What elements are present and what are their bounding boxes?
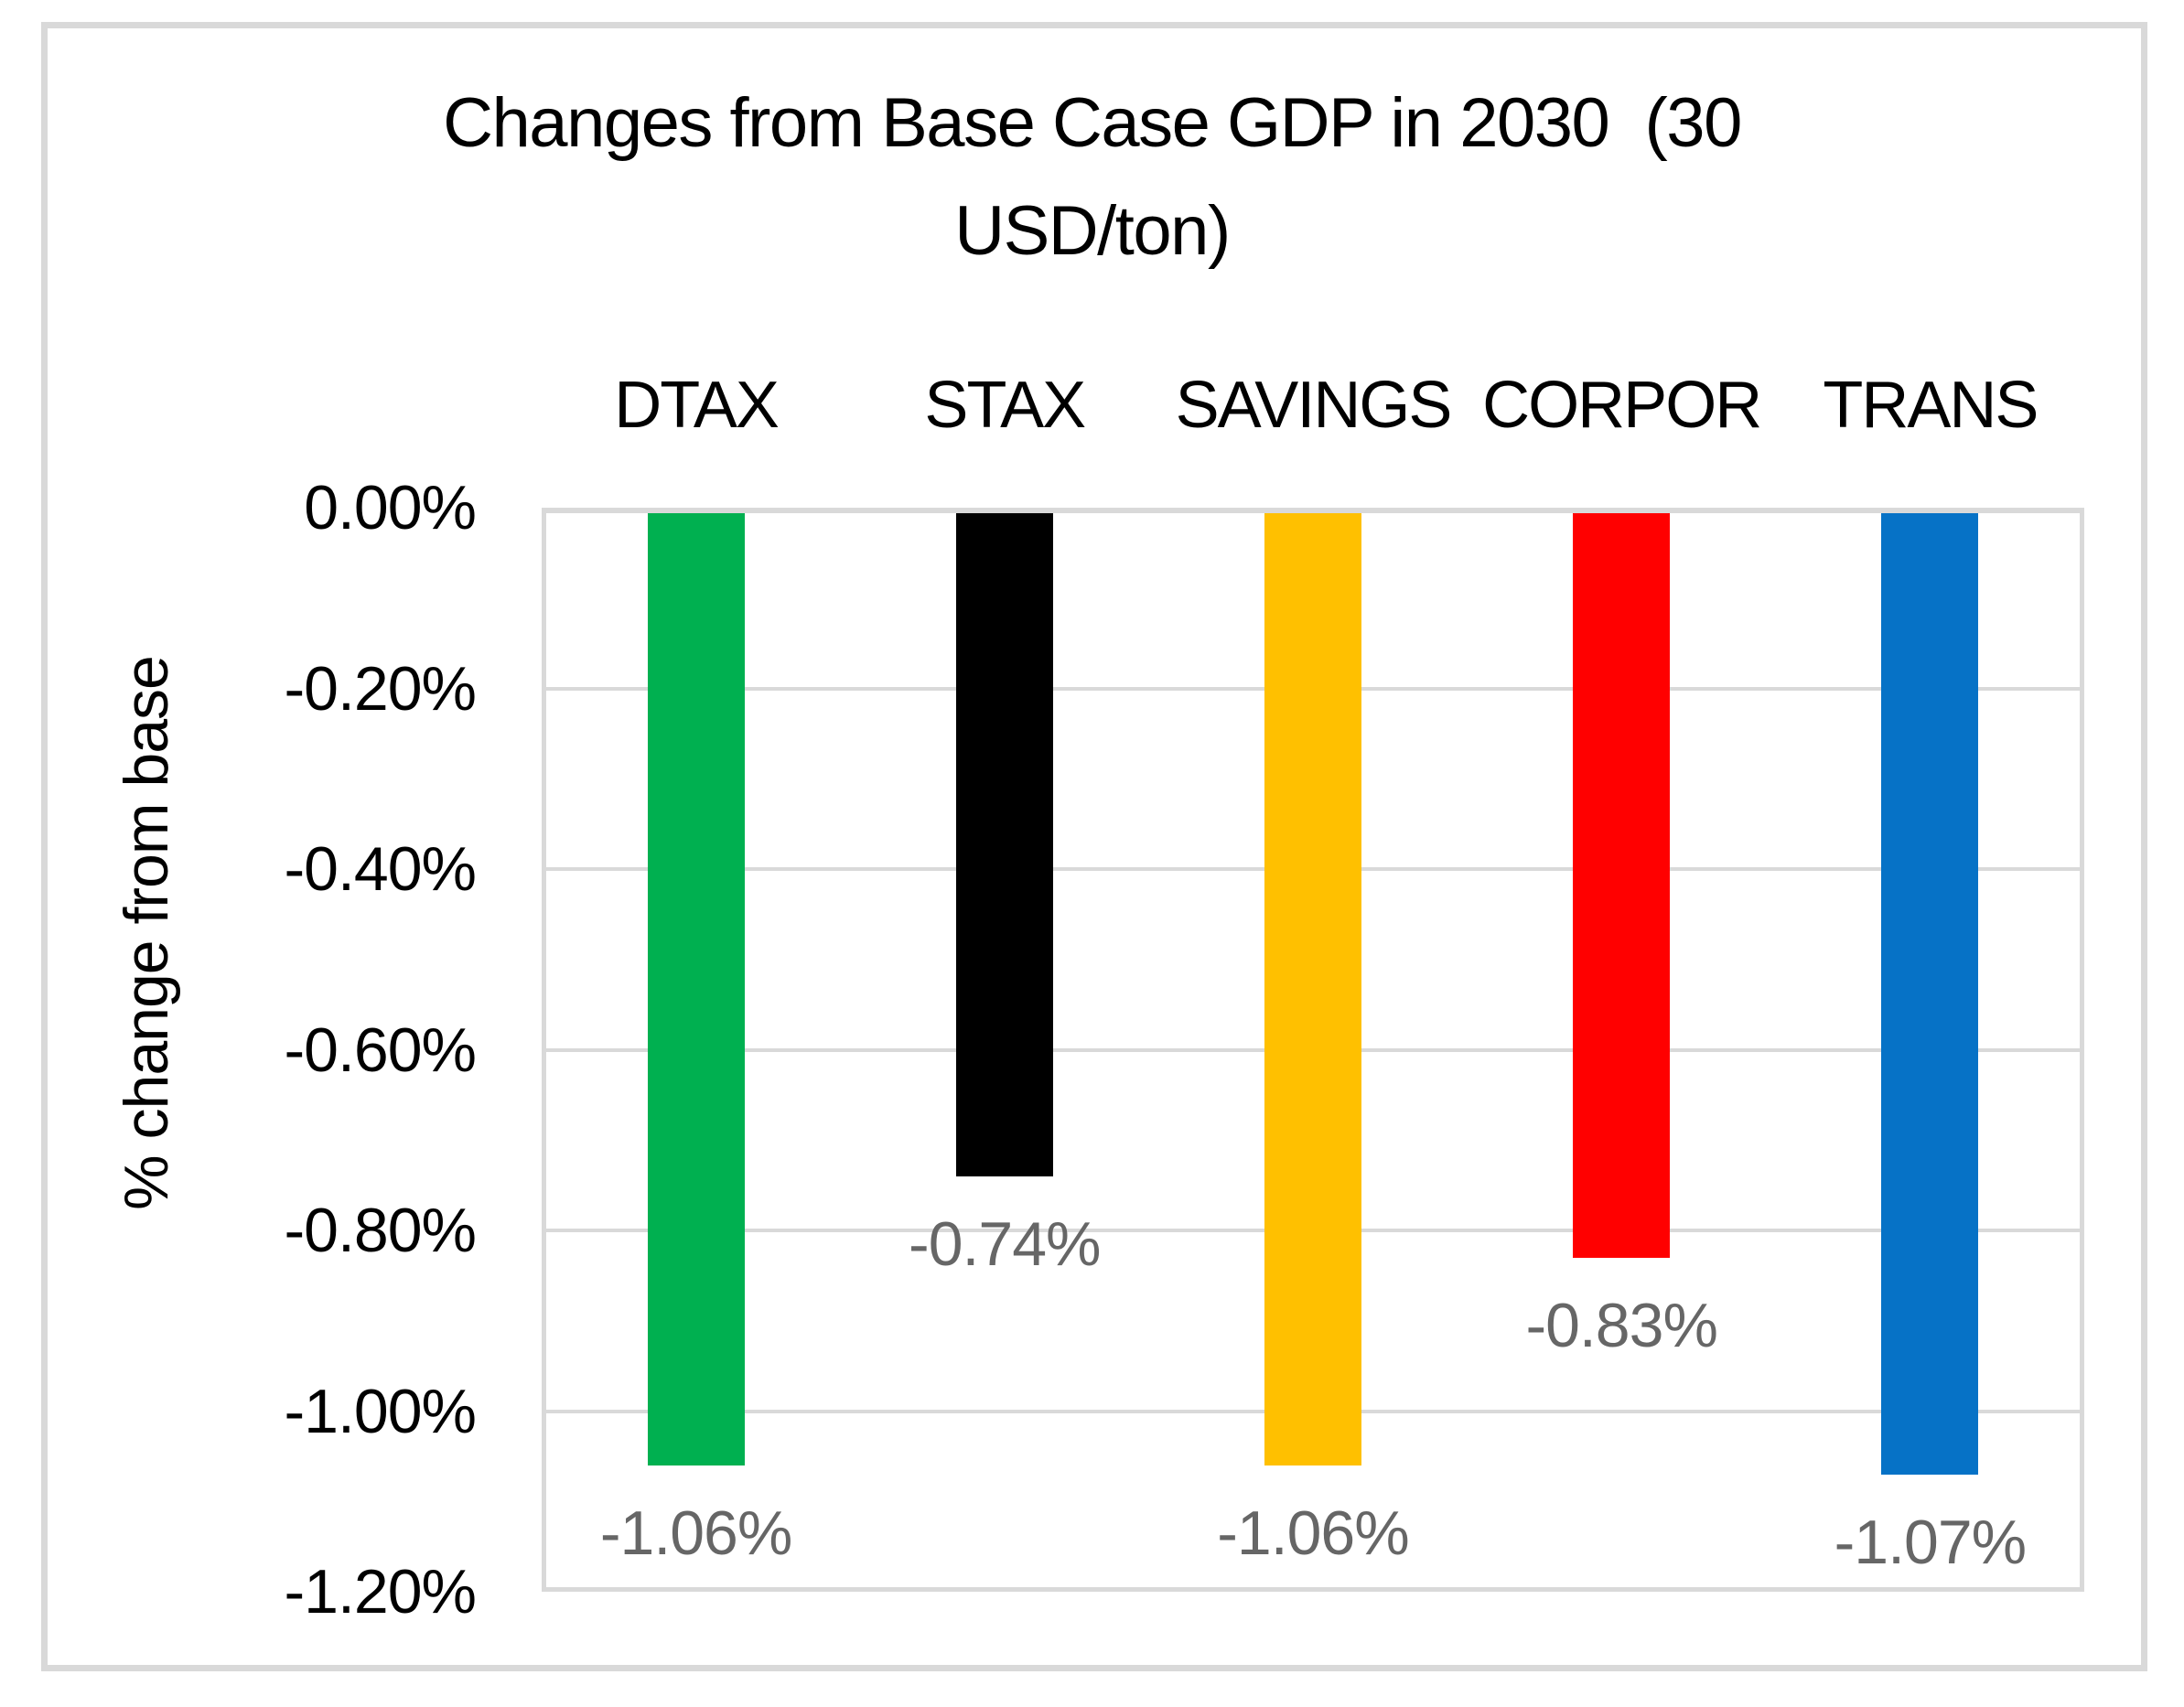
bar-stax	[955, 513, 1053, 1176]
chart-title: Changes from Base Case GDP in 2030 (30 U…	[443, 84, 1742, 270]
category-label-trans: TRANS	[1823, 369, 2039, 442]
data-label-corpor: -0.83%	[1525, 1290, 1717, 1360]
data-label-stax: -0.74%	[909, 1208, 1101, 1279]
plot-border-top	[542, 508, 2084, 513]
y-tick-label: -0.60%	[284, 1015, 477, 1085]
category-label-stax: STAX	[924, 369, 1086, 442]
plot-border-bottom	[542, 1587, 2084, 1592]
plot-area: -1.06% -0.74% -1.06% -0.83% -1.07%	[542, 508, 2084, 1592]
data-label-trans: -1.07%	[1834, 1507, 2027, 1577]
y-tick-label: -0.20%	[284, 653, 477, 724]
bar-dtax	[647, 513, 745, 1465]
chart-outer-border	[41, 22, 2147, 1671]
bar-savings	[1264, 513, 1361, 1465]
y-tick-label: -0.40%	[284, 834, 477, 904]
bar-corpor	[1573, 513, 1671, 1258]
category-label-dtax: DTAX	[614, 369, 780, 442]
data-label-dtax: -1.06%	[599, 1498, 792, 1568]
y-tick-label: -1.00%	[284, 1376, 477, 1446]
y-axis-title: % change from base	[112, 656, 181, 1210]
category-label-corpor: CORPOR	[1482, 369, 1762, 442]
data-label-savings: -1.06%	[1217, 1498, 1409, 1568]
y-tick-label: 0.00%	[304, 473, 477, 542]
y-tick-label: -1.20%	[284, 1557, 477, 1626]
category-label-savings: SAVINGS	[1175, 369, 1453, 442]
y-tick-label: -0.80%	[284, 1196, 477, 1265]
bar-trans	[1881, 513, 1979, 1475]
